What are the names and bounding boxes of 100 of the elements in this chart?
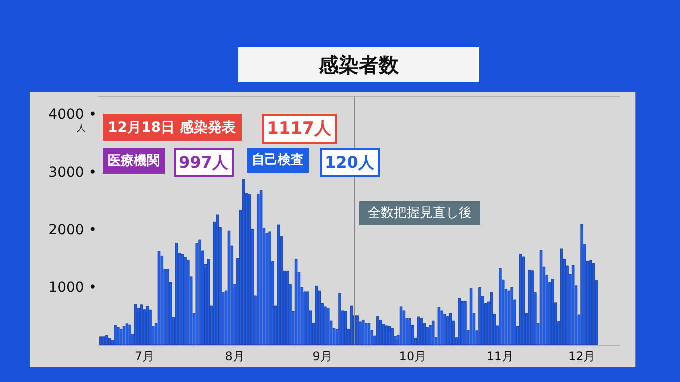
bar — [315, 286, 318, 345]
bar — [420, 318, 424, 345]
annotation: 997人 — [179, 153, 230, 172]
bar — [531, 270, 534, 345]
bar — [149, 310, 152, 345]
bar — [438, 308, 441, 345]
bar — [540, 250, 543, 345]
bar — [181, 254, 184, 345]
bar — [446, 316, 450, 345]
bar — [364, 323, 368, 345]
x-tick-label: 10月 — [399, 349, 427, 364]
bar — [196, 243, 199, 345]
bar — [146, 306, 149, 345]
bar — [228, 230, 231, 345]
bar — [126, 324, 129, 345]
x-tick-label: 8月 — [225, 349, 245, 364]
y-tick-label: 3000 • — [48, 164, 97, 181]
bar — [368, 323, 371, 345]
bar — [105, 336, 108, 345]
bar — [508, 290, 511, 345]
x-tick-label: 12月 — [568, 349, 596, 364]
bar — [260, 190, 263, 345]
bar — [444, 314, 446, 345]
bar — [294, 259, 298, 345]
bar — [277, 224, 280, 345]
bar — [376, 316, 380, 345]
bar — [304, 292, 306, 345]
bar — [198, 240, 202, 345]
y-tick-label: 1000 • — [48, 280, 97, 296]
bar — [499, 268, 502, 345]
annotation: 12月18日 感染発表 — [108, 119, 237, 136]
bar — [108, 338, 112, 345]
bar — [461, 302, 464, 345]
bar — [385, 326, 388, 345]
bar — [388, 326, 391, 345]
bar — [134, 304, 138, 345]
bar — [408, 318, 412, 345]
bar — [589, 260, 592, 345]
bar — [216, 214, 219, 345]
bar — [242, 179, 246, 345]
bar — [257, 194, 260, 345]
bar — [572, 265, 575, 345]
bar — [102, 336, 106, 345]
bar — [140, 304, 144, 345]
y-tick-label: 2000 • — [48, 222, 97, 239]
bar — [490, 292, 494, 345]
bar — [432, 320, 435, 345]
bar — [552, 279, 554, 345]
bar — [117, 328, 120, 345]
bar — [426, 328, 429, 345]
annotation: 医療機関 — [108, 153, 160, 169]
bar — [114, 325, 117, 345]
bar — [327, 308, 330, 345]
bar — [400, 306, 403, 345]
bar — [207, 259, 210, 345]
x-tick-label: 11月 — [486, 349, 514, 364]
bar — [158, 251, 161, 345]
bar — [306, 292, 310, 345]
bar — [128, 324, 132, 345]
x-tick-label: 7月 — [134, 349, 154, 364]
bar — [350, 306, 354, 345]
bar — [382, 324, 386, 345]
bar — [324, 306, 327, 345]
chart-title: 感染者数 — [318, 53, 400, 77]
bar — [592, 263, 596, 345]
ref-line-label: 全数把握見直し後 — [364, 206, 476, 221]
bar — [522, 256, 526, 345]
bar — [268, 232, 272, 345]
bar — [519, 254, 522, 345]
bar — [380, 320, 382, 345]
y-tick-label: 4000 • — [48, 107, 97, 124]
bar — [449, 313, 452, 345]
annotation: 自己検査 — [252, 153, 304, 168]
bar — [248, 194, 252, 345]
bar — [356, 316, 359, 345]
bar — [458, 298, 461, 345]
annotation: 1117人 — [267, 119, 332, 139]
bar — [464, 302, 467, 345]
bar — [510, 287, 514, 345]
bar — [528, 270, 531, 345]
bar — [478, 287, 482, 345]
bar — [560, 248, 564, 345]
bar — [175, 243, 178, 345]
bar — [100, 336, 102, 345]
bar — [344, 311, 348, 345]
bar — [286, 270, 289, 345]
bar — [184, 257, 187, 345]
bar — [122, 326, 126, 345]
x-tick-label: 9月 — [312, 349, 332, 364]
bar — [440, 310, 444, 345]
annotation: 120人 — [325, 153, 376, 172]
bar — [580, 224, 584, 345]
bar — [166, 269, 170, 345]
bar — [120, 330, 123, 345]
bar — [402, 310, 406, 345]
bar — [137, 308, 140, 345]
bar — [417, 316, 420, 345]
bar — [470, 288, 473, 345]
bar — [338, 293, 342, 345]
bar — [391, 328, 394, 345]
